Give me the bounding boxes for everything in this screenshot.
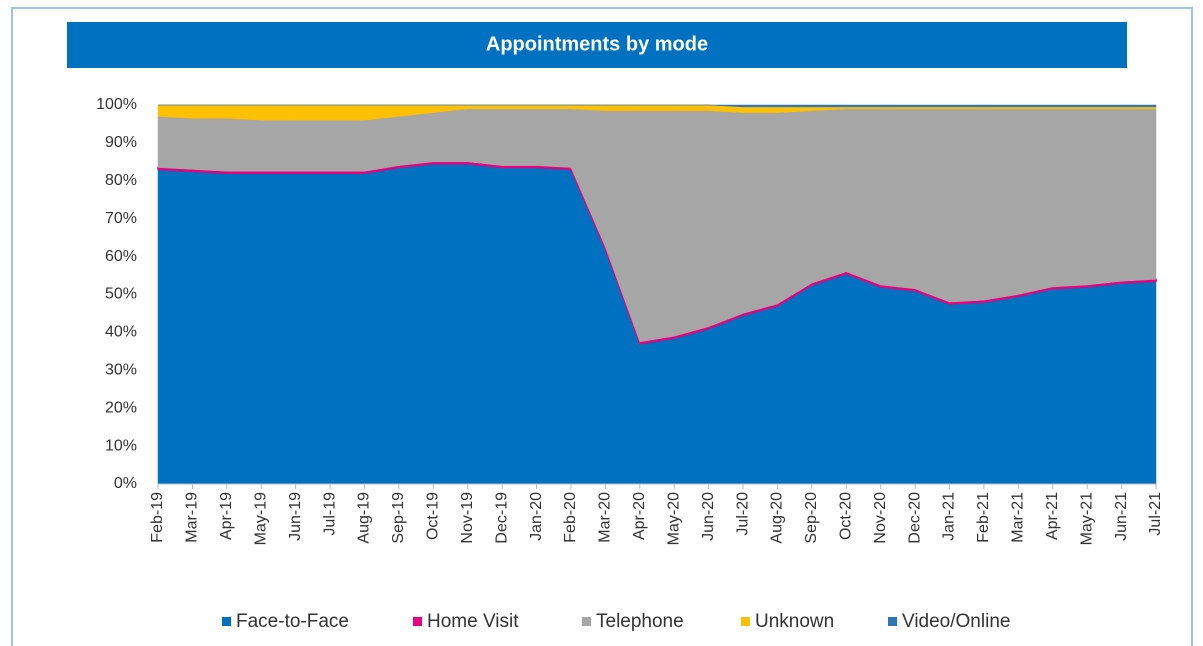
legend-label: Face-to-Face (236, 611, 349, 632)
x-tick-label: Sep-19 (390, 492, 407, 544)
y-tick-label: 100% (96, 96, 137, 113)
x-tick-label: Dec-20 (906, 492, 923, 544)
x-tick-label: Mar-21 (1010, 492, 1027, 543)
y-tick-label: 10% (105, 437, 137, 454)
x-tick-label: Jul-20 (734, 492, 751, 536)
x-tick-label: Aug-20 (769, 492, 786, 544)
y-tick-label: 90% (105, 134, 137, 151)
frame (11, 7, 1193, 646)
x-tick-label: Mar-19 (184, 492, 201, 543)
x-tick-label: May-21 (1078, 492, 1095, 545)
x-tick-label: May-20 (665, 492, 682, 545)
legend-swatch (222, 617, 231, 626)
x-tick-label: Jan-21 (941, 492, 958, 541)
y-tick-label: 60% (105, 248, 137, 265)
x-tick-label: Jan-20 (528, 492, 545, 541)
x-tick-label: Nov-19 (459, 492, 476, 544)
x-tick-label: Feb-19 (149, 492, 166, 543)
x-tick-label: Apr-19 (218, 492, 235, 540)
x-tick-label: Jul-21 (1147, 492, 1164, 536)
x-tick-label: Oct-20 (837, 492, 854, 540)
legend-swatch (413, 617, 422, 626)
y-tick-label: 30% (105, 362, 137, 379)
y-tick-label: 0% (114, 475, 137, 492)
x-tick-label: Oct-19 (425, 492, 442, 540)
x-tick-label: Apr-21 (1044, 492, 1061, 540)
x-tick-label: Dec-19 (493, 492, 510, 544)
area (158, 104, 1157, 108)
y-tick-label: 50% (105, 286, 137, 303)
x-tick-label: Feb-21 (975, 492, 992, 543)
legend-swatch (582, 617, 591, 626)
legend-swatch (741, 617, 750, 626)
x-tick-label: Nov-20 (872, 492, 889, 544)
y-tick-label: 40% (105, 324, 137, 341)
legend-swatch (888, 617, 897, 626)
x-tick-label: Apr-20 (631, 492, 648, 540)
x-tick-label: Mar-20 (597, 492, 614, 543)
x-tick-label: Jul-19 (321, 492, 338, 536)
x-tick-label: Jun-21 (1113, 492, 1130, 541)
x-tick-label: Jun-19 (287, 492, 304, 541)
x-tick-label: May-19 (252, 492, 269, 545)
y-tick-label: 80% (105, 172, 137, 189)
x-tick-label: Feb-20 (562, 492, 579, 543)
title-bar (67, 22, 1127, 68)
x-tick-label: Aug-19 (356, 492, 373, 544)
legend-label: Unknown (755, 611, 834, 632)
x-tick-label: Jun-20 (700, 492, 717, 541)
x-tick-label: Sep-20 (803, 492, 820, 544)
legend-label: Video/Online (902, 611, 1010, 632)
legend-label: Telephone (596, 611, 684, 632)
y-tick-label: 70% (105, 210, 137, 227)
legend-label: Home Visit (427, 611, 519, 632)
chart-title: Appointments by mode (486, 33, 708, 55)
y-tick-label: 20% (105, 399, 137, 416)
